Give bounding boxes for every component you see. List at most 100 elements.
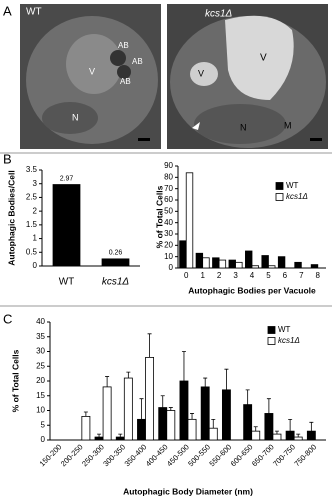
- structure-label: N: [240, 122, 247, 132]
- structure-label: N: [72, 112, 79, 122]
- y-tick-label: 10: [36, 406, 45, 415]
- y-axis-label: % of Total Cells: [154, 185, 164, 248]
- bar: [235, 261, 243, 269]
- error-bar: [97, 433, 102, 438]
- bar: [294, 261, 302, 269]
- x-tick-label: 500-550: [186, 442, 212, 468]
- x-tick-label: 4: [250, 271, 255, 280]
- y-axis-label: % of Total Cells: [10, 349, 20, 412]
- y-tick-label: 30: [36, 347, 45, 356]
- x-tick-label: 150-200: [38, 442, 64, 468]
- error-bar: [181, 351, 186, 381]
- bar: [264, 413, 274, 441]
- error-bar: [83, 411, 88, 417]
- y-tick-label: 20: [36, 376, 45, 385]
- error-bar: [105, 376, 110, 387]
- value-label: 0.26: [109, 250, 123, 257]
- structure-label: M: [284, 120, 292, 130]
- x-tick-label: 1: [200, 271, 205, 280]
- structure-label: V: [260, 53, 267, 64]
- bar: [187, 418, 197, 441]
- x-tick-label: 600-650: [229, 442, 255, 468]
- x-tick-label: 0: [184, 271, 189, 280]
- y-tick-label: 5: [41, 420, 46, 429]
- x-tick-label: 700-750: [271, 442, 297, 468]
- x-tick-label: 350-400: [123, 442, 149, 468]
- bar: [102, 386, 112, 441]
- bar: [293, 436, 303, 441]
- y-tick-label: 60: [164, 195, 173, 204]
- legend-swatch: [275, 182, 284, 190]
- bar: [251, 265, 259, 269]
- bar: [200, 386, 210, 441]
- x-tick-label: 250-300: [80, 442, 106, 468]
- x-tick-label: 5: [266, 271, 271, 280]
- bar: [94, 436, 104, 441]
- micrograph-right: [167, 4, 328, 149]
- x-axis-label: Autophagic Body Diameter (nm): [123, 486, 253, 496]
- value-label: 2.97: [60, 175, 74, 182]
- error-bar: [126, 371, 131, 379]
- genotype-label: kcs1Δ: [205, 9, 233, 20]
- y-tick-label: 0: [33, 261, 38, 270]
- bar: [285, 430, 295, 441]
- y-tick-label: 40: [164, 218, 173, 227]
- y-tick-label: 15: [36, 391, 45, 400]
- x-tick-label: 450-500: [165, 442, 191, 468]
- y-tick-label: 2: [33, 206, 38, 215]
- bar: [277, 256, 286, 269]
- error-bar: [160, 395, 165, 408]
- error-bar: [309, 421, 314, 432]
- y-tick-label: 3: [33, 179, 38, 188]
- legend-swatch: [267, 337, 276, 345]
- error-bar: [288, 418, 293, 432]
- bar: [228, 259, 236, 269]
- structure-label: AB: [120, 77, 131, 86]
- legend-label: WT: [278, 325, 291, 334]
- x-tick-label: 7: [299, 271, 304, 280]
- bar: [261, 255, 269, 269]
- bar: [310, 264, 319, 269]
- y-tick-label: 1: [33, 234, 38, 243]
- bar: [245, 250, 253, 269]
- error-bar: [203, 377, 208, 387]
- bar: [212, 257, 220, 269]
- bar: [272, 433, 282, 441]
- error-bar: [168, 407, 173, 411]
- structure-label: V: [198, 68, 204, 78]
- x-tick-label: 300-350: [101, 442, 127, 468]
- y-tick-label: 3.5: [26, 165, 38, 174]
- genotype-label: WT: [26, 7, 42, 18]
- y-tick-label: 0: [41, 435, 46, 444]
- y-tick-label: 90: [164, 161, 173, 170]
- y-tick-label: 2.5: [26, 193, 38, 202]
- bar: [221, 389, 231, 441]
- bar: [268, 265, 276, 269]
- bar: [137, 418, 146, 441]
- legend-label: kcs1Δ: [278, 336, 300, 345]
- legend-swatch: [275, 193, 284, 201]
- bar: [52, 184, 81, 267]
- y-tick-label: 30: [164, 229, 173, 238]
- bar: [218, 259, 227, 269]
- error-bar: [118, 433, 123, 438]
- y-tick-label: 70: [164, 184, 173, 193]
- y-tick-label: 35: [36, 332, 45, 341]
- error-bar: [274, 430, 279, 435]
- error-bar: [190, 413, 195, 420]
- bar: [202, 257, 210, 269]
- x-tick-label: 550-600: [207, 442, 233, 468]
- bar: [158, 407, 168, 441]
- bar: [243, 404, 253, 441]
- legend-swatch: [267, 326, 276, 334]
- panel-label: C: [3, 311, 12, 326]
- legend-label: WT: [286, 181, 299, 190]
- bar: [185, 172, 194, 269]
- bar: [208, 427, 218, 441]
- bar: [166, 410, 176, 441]
- bar: [251, 430, 261, 441]
- x-tick-label: WT: [59, 277, 75, 288]
- bar: [101, 258, 130, 267]
- y-tick-label: 25: [36, 361, 45, 370]
- y-tick-label: 80: [164, 172, 173, 181]
